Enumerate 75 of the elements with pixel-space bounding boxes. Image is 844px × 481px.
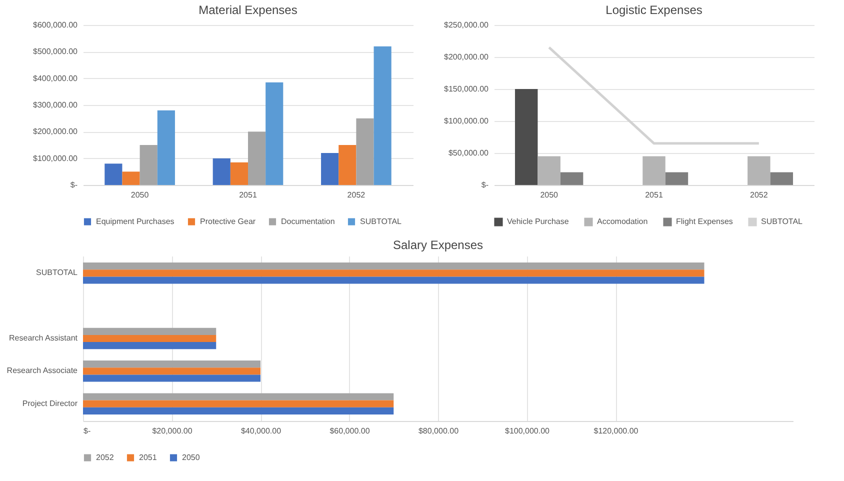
bar [83, 276, 704, 284]
bar [748, 156, 770, 185]
x-tick-label: $40,000.00 [240, 426, 282, 436]
y-tick-label: SUBTOTAL [36, 268, 78, 278]
y-tick-label: $- [70, 180, 78, 190]
x-tick-label: 2051 [645, 190, 664, 200]
bar [83, 270, 704, 277]
chart-title: Material Expenses [198, 3, 298, 17]
legend-label: Documentation [281, 216, 335, 226]
bar [83, 328, 216, 335]
bar [157, 110, 175, 185]
y-tick-label: $100,000.00 [33, 154, 78, 163]
legend-label: Protective Gear [200, 216, 256, 226]
bar [266, 82, 284, 185]
bar [83, 393, 394, 400]
x-tick-label: $- [84, 426, 91, 436]
legend-label: 2051 [139, 452, 158, 462]
bar [248, 132, 266, 185]
y-tick-label: $250,000.00 [444, 20, 490, 30]
y-tick-label: Research Assistant [9, 334, 78, 342]
y-tick-label: $- [481, 180, 489, 190]
legend-label: Vehicle Purchase [507, 216, 570, 226]
x-tick-label: $120,000.00 [594, 426, 639, 436]
y-tick-label: $50,000.00 [448, 148, 490, 158]
bar [83, 368, 260, 375]
bar [104, 164, 122, 185]
y-tick-label: $200,000.00 [444, 52, 490, 62]
legend-label: Equipment Purchases [96, 216, 174, 226]
bar [83, 374, 260, 382]
y-tick-label: $400,000.00 [33, 74, 78, 83]
x-tick-label: 2051 [239, 190, 258, 200]
x-tick-label: $80,000.00 [418, 426, 460, 436]
bar [374, 46, 392, 185]
bar [83, 400, 394, 408]
bar [770, 172, 794, 185]
bar [538, 156, 560, 185]
bar [230, 162, 248, 185]
x-tick-label: 2052 [347, 190, 366, 200]
legend-label: SUBTOTAL [360, 216, 402, 226]
chart-title: Salary Expenses [392, 238, 484, 252]
legend-label: Flight Expenses [676, 216, 733, 226]
bar [140, 145, 158, 185]
bar [514, 89, 538, 185]
x-tick-label: 2050 [130, 190, 150, 200]
bar [83, 407, 394, 414]
bar [321, 153, 339, 185]
y-tick-label: $600,000.00 [33, 20, 78, 30]
y-tick-label: Project Director [22, 398, 78, 408]
bar [83, 360, 260, 368]
bar [338, 145, 356, 185]
legend-label: Accomodation [597, 216, 648, 226]
bar [83, 342, 216, 350]
y-tick-label: $200,000.00 [33, 127, 78, 136]
bar [212, 158, 230, 185]
legend-label: 2052 [96, 452, 114, 462]
bar [642, 156, 666, 185]
y-tick-label: $150,000.00 [444, 84, 490, 94]
x-tick-label: 2052 [750, 190, 768, 200]
y-tick-label: $300,000.00 [33, 100, 78, 110]
y-tick-label: $100,000.00 [444, 116, 490, 126]
x-tick-label: 2050 [540, 190, 559, 200]
x-tick-label: $100,000.00 [505, 426, 550, 436]
x-tick-label: $60,000.00 [330, 426, 370, 436]
bar [83, 262, 704, 270]
bar [83, 334, 216, 342]
x-tick-label: $20,000.00 [152, 426, 193, 436]
y-tick-label: Research Associate [6, 366, 78, 376]
legend-label: 2050 [182, 452, 200, 462]
y-tick-label: $500,000.00 [33, 47, 78, 56]
bar [356, 118, 374, 185]
bar [665, 172, 688, 185]
legend-label: SUBTOTAL [761, 216, 804, 226]
bar [122, 172, 140, 185]
chart-title: Logistic Expenses [606, 3, 702, 17]
bar [560, 172, 584, 185]
